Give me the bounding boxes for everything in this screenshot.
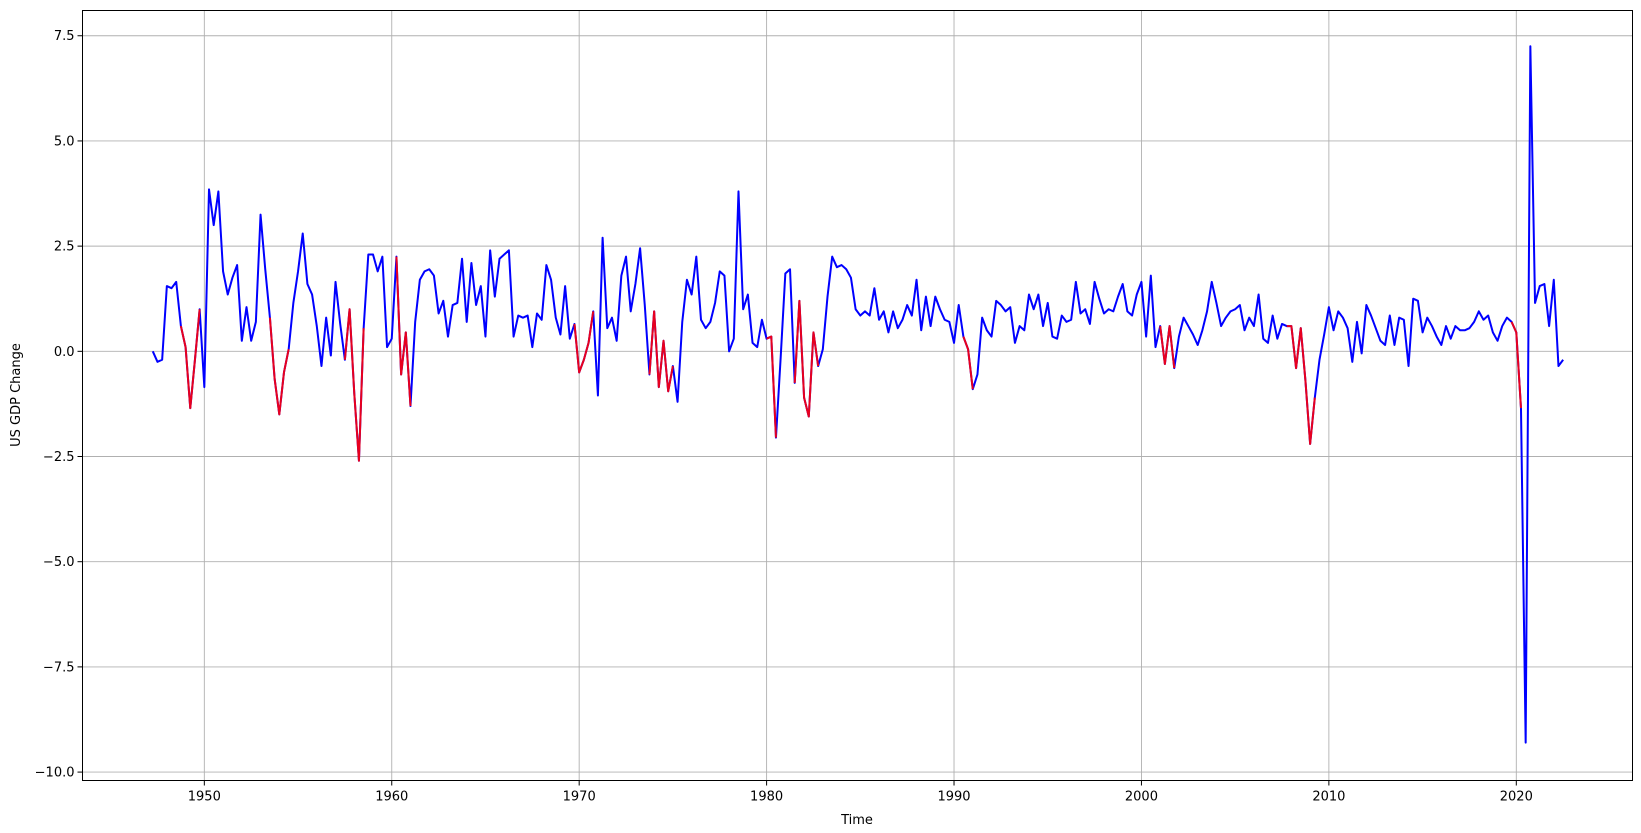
- x-tick-label: 1980: [750, 790, 783, 805]
- y-tick-label: −10.0: [35, 766, 75, 781]
- x-tick-label: 1990: [937, 790, 970, 805]
- recession-segment: [1159, 325, 1176, 369]
- recession-segment: [766, 335, 777, 438]
- recession-segment: [268, 317, 290, 416]
- recession-segment: [343, 308, 365, 462]
- y-tick-label: −2.5: [43, 450, 75, 465]
- x-tick-label: 1970: [563, 790, 596, 805]
- gdp-change-line: [151, 45, 1564, 744]
- recession-segment: [1510, 321, 1522, 409]
- recession-segment: [962, 336, 974, 390]
- recession-segment: [179, 309, 201, 410]
- recession-segment: [648, 310, 674, 393]
- recession-segment: [395, 256, 412, 407]
- y-axis-label: US GDP Change: [9, 343, 24, 447]
- recession-segment: [1286, 325, 1316, 445]
- y-tick-label: 2.5: [54, 240, 75, 255]
- x-tick-label: 1950: [188, 790, 221, 805]
- recession-segment: [573, 311, 595, 374]
- y-tick-label: 5.0: [54, 134, 75, 149]
- grid: [82, 10, 1633, 781]
- plot-frame: [82, 10, 1633, 781]
- y-tick-label: −5.0: [43, 555, 75, 570]
- series-layer: [151, 45, 1564, 744]
- ticks: 1950 1960 1970 1980 1990 2000 2010 2020 7.5 5.0 2.…: [35, 29, 1533, 804]
- y-tick-label: 7.5: [54, 29, 75, 44]
- x-tick-label: 1960: [375, 790, 408, 805]
- recession-segment: [793, 299, 820, 418]
- x-tick-label: 2010: [1312, 790, 1345, 805]
- x-tick-label: 2020: [1500, 790, 1533, 805]
- x-tick-label: 2000: [1125, 790, 1158, 805]
- y-tick-label: 0.0: [54, 345, 75, 360]
- y-tick-label: −7.5: [43, 660, 75, 675]
- x-axis-label: Time: [840, 813, 873, 828]
